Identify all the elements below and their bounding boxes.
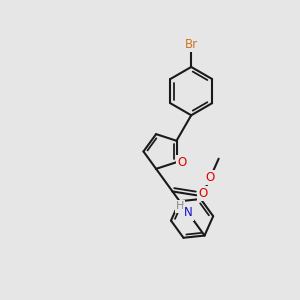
Text: H: H <box>176 201 184 212</box>
Text: N: N <box>184 206 193 219</box>
Text: O: O <box>206 171 215 184</box>
Text: O: O <box>177 156 186 169</box>
Text: Br: Br <box>185 38 198 51</box>
Text: O: O <box>198 187 208 200</box>
